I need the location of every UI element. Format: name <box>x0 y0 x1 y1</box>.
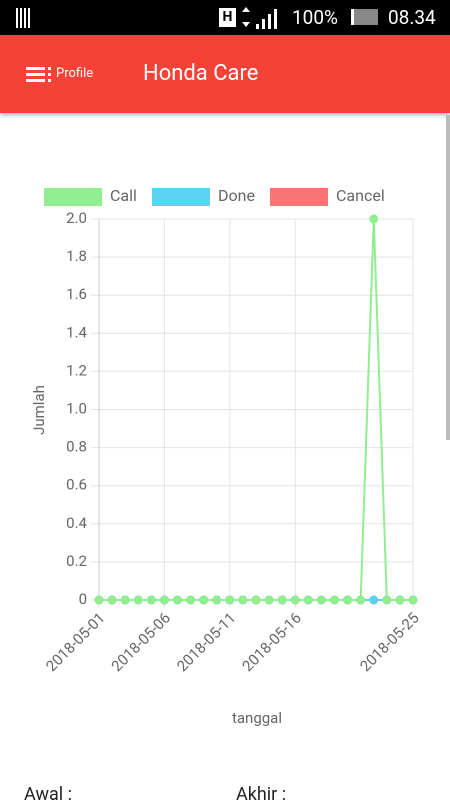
status-bar: H 100% 08.34 <box>0 0 450 35</box>
data-point <box>251 595 261 605</box>
data-point <box>303 595 313 605</box>
data-point <box>369 595 379 605</box>
y-tick-label: 2.0 <box>66 209 87 227</box>
x-tick-label: 2018-05-06 <box>108 609 174 675</box>
y-tick-label: 1.6 <box>66 285 87 303</box>
x-axis-label: tanggal <box>232 709 282 727</box>
data-point <box>290 595 300 605</box>
x-tick-label: 2018-05-16 <box>239 609 305 675</box>
data-point <box>238 595 248 605</box>
data-point <box>159 595 169 605</box>
y-tick-label: 0 <box>79 590 87 608</box>
x-tick-label: 2018-05-11 <box>173 609 239 675</box>
legend-label: Call <box>110 186 137 205</box>
y-tick-label: 1.8 <box>66 247 87 265</box>
menu-label: Profile <box>56 66 94 81</box>
data-point <box>120 595 130 605</box>
data-point <box>225 595 235 605</box>
legend-swatch <box>44 188 102 206</box>
data-point <box>395 595 405 605</box>
data-point <box>343 595 353 605</box>
data-point <box>107 595 117 605</box>
data-point <box>264 595 274 605</box>
clock: 08.34 <box>388 6 436 29</box>
menu-button[interactable]: Profile <box>26 64 106 86</box>
y-tick-label: 1.2 <box>66 361 87 379</box>
data-point <box>173 595 182 605</box>
y-tick-label: 1.0 <box>66 399 87 417</box>
y-tick-label: 0.2 <box>66 552 87 570</box>
data-point <box>212 595 222 605</box>
signal-icon <box>242 7 277 29</box>
app-title: Honda Care <box>143 61 259 86</box>
legend-label: Cancel <box>336 186 385 205</box>
h-icon: H <box>219 8 236 27</box>
data-point <box>186 595 196 605</box>
menu-icon <box>26 67 51 82</box>
data-point <box>356 595 366 605</box>
y-tick-label: 1.4 <box>66 323 87 341</box>
y-axis-label: Jumlah <box>30 385 48 435</box>
legend-swatch <box>270 188 328 206</box>
data-point <box>408 595 418 605</box>
legend-swatch <box>152 188 210 206</box>
data-point <box>316 595 326 605</box>
x-tick-label: 2018-05-01 <box>42 609 108 675</box>
y-tick-label: 0.8 <box>66 438 87 456</box>
app-bar: Profile Honda Care <box>0 35 450 113</box>
data-point <box>199 595 209 605</box>
data-point <box>330 595 339 605</box>
sim-icon <box>16 8 32 28</box>
data-point <box>94 595 104 605</box>
chart: Jumlah tanggal 0 0.2 0.4 0.6 0.8 1.0 1.2 1.4 1.6… <box>30 186 423 727</box>
scrollbar <box>446 115 450 440</box>
data-point <box>133 595 143 605</box>
end-label: Akhir : <box>236 784 287 805</box>
battery-icon <box>351 9 378 25</box>
data-point <box>146 595 156 605</box>
legend-label: Done <box>218 186 255 205</box>
battery-percent: 100% <box>292 6 338 29</box>
data-point <box>382 595 392 605</box>
data-point <box>277 595 287 605</box>
y-tick-label: 0.4 <box>66 514 87 532</box>
y-tick-label: 0.6 <box>66 476 87 494</box>
x-tick-label: 2018-05-25 <box>356 609 422 675</box>
start-label: Awal : <box>24 784 72 805</box>
data-point <box>369 214 379 224</box>
